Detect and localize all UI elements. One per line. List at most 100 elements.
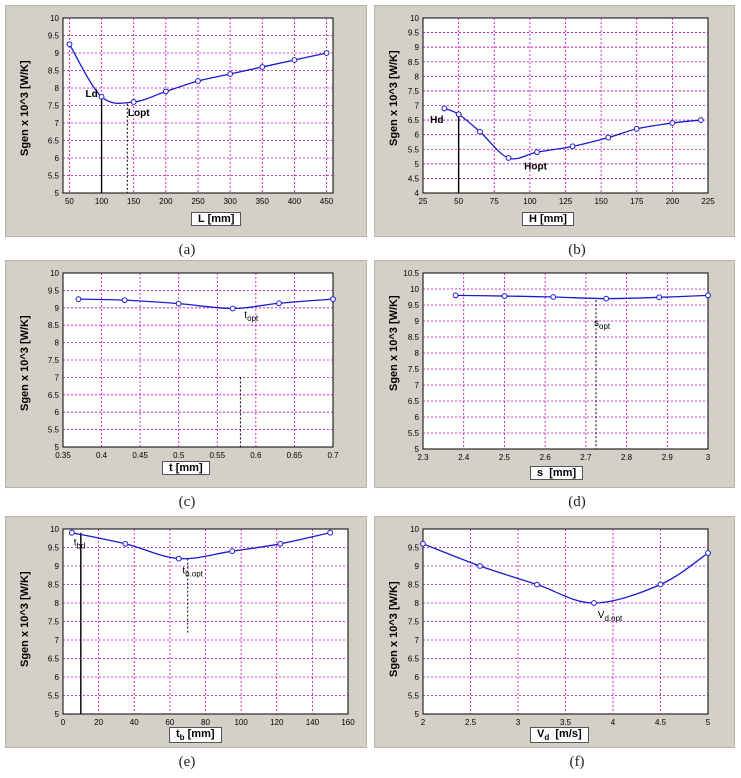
chart-panel-d: 2.3 2.4 2.5 2.6 2.7 2.8 2.9 3 5 5.5 6 6.5 7 7.5 8 8.5 9 9… bbox=[374, 260, 735, 488]
x-tick-label: 2.9 bbox=[662, 453, 674, 462]
y-tick-label: 7.5 bbox=[408, 87, 420, 96]
x-tick-label: 0.6 bbox=[250, 451, 262, 460]
annotation-label: Lopt bbox=[128, 108, 150, 119]
y-tick-label: 8 bbox=[55, 339, 60, 348]
x-tick-label: 175 bbox=[630, 197, 644, 206]
x-tick-label: 160 bbox=[341, 718, 355, 727]
x-tick-label: 200 bbox=[159, 197, 173, 206]
y-tick-label: 5 bbox=[55, 710, 60, 719]
y-tick-label: 10 bbox=[410, 285, 419, 294]
y-tick-label: 10 bbox=[410, 14, 419, 23]
x-tick-label: 0 bbox=[61, 718, 66, 727]
data-point bbox=[420, 540, 426, 547]
x-tick-label: 2 bbox=[421, 718, 426, 727]
x-tick-label: 0.35 bbox=[55, 451, 71, 460]
x-axis-label: H [mm] bbox=[522, 212, 574, 226]
y-tick-label: 7.5 bbox=[408, 618, 420, 627]
caption-c: (c) bbox=[178, 494, 196, 510]
y-axis-label: Sgen x 10^3 [W/K] bbox=[19, 60, 31, 156]
data-point bbox=[534, 581, 540, 588]
x-tick-label: 0.65 bbox=[287, 451, 303, 460]
data-point bbox=[569, 143, 576, 150]
y-tick-label: 6.5 bbox=[48, 655, 60, 664]
x-tick-label: 80 bbox=[201, 718, 210, 727]
x-tick-label: 3 bbox=[516, 718, 521, 727]
data-point bbox=[705, 292, 711, 299]
x-tick-label: 250 bbox=[191, 197, 205, 206]
y-tick-label: 8.5 bbox=[408, 333, 420, 342]
x-tick-label: 100 bbox=[95, 197, 109, 206]
x-tick-label: 3 bbox=[706, 453, 711, 462]
y-tick-label: 9 bbox=[415, 43, 420, 52]
y-tick-label: 9.5 bbox=[408, 301, 420, 310]
y-axis-label: Sgen x 10^3 [W/K] bbox=[388, 581, 400, 677]
data-point bbox=[505, 155, 512, 161]
x-tick-label: 5 bbox=[706, 718, 711, 727]
x-tick-label: 25 bbox=[419, 197, 428, 206]
x-tick-label: 150 bbox=[127, 197, 141, 206]
y-axis-label: Sgen x 10^3 [W/K] bbox=[388, 295, 400, 391]
caption-f: (f) bbox=[569, 754, 585, 770]
chart-svg-c: 0.35 0.4 0.45 0.5 0.55 0.6 0.65 0.7 5 5.5 6 6.5 7 7.5… bbox=[48, 269, 339, 460]
y-tick-label: 9 bbox=[415, 317, 420, 326]
y-tick-label: 5.5 bbox=[408, 145, 420, 154]
y-tick-label: 8 bbox=[415, 599, 420, 608]
plot-area bbox=[422, 272, 709, 450]
y-tick-label: 7 bbox=[55, 636, 60, 645]
y-tick-label: 5.5 bbox=[48, 426, 60, 435]
y-tick-label: 5.5 bbox=[408, 692, 420, 701]
y-tick-label: 7 bbox=[415, 381, 420, 390]
y-tick-label: 8.5 bbox=[48, 581, 60, 590]
annotation-label: Hopt bbox=[524, 162, 547, 173]
data-point bbox=[69, 529, 75, 536]
chart-svg-e: 0 20 40 60 80 100 120 140 160 5 5.5 6 6.5 7 7.5 8 8.5 9 9.… bbox=[48, 525, 355, 727]
y-tick-label: 6 bbox=[55, 154, 60, 163]
data-point bbox=[259, 64, 266, 70]
annotation-label: Vd.opt bbox=[598, 610, 623, 623]
y-tick-label: 7 bbox=[55, 373, 60, 382]
y-tick-label: 6 bbox=[415, 673, 420, 682]
y-tick-label: 10 bbox=[50, 525, 59, 534]
y-axis-label: Sgen x 10^3 [W/K] bbox=[19, 315, 31, 411]
y-tick-label: 6.5 bbox=[408, 655, 420, 664]
data-point bbox=[591, 600, 597, 606]
y-tick-label: 7.5 bbox=[48, 356, 60, 365]
chart-panel-e: 0 20 40 60 80 100 120 140 160 5 5.5 6 6.5 7 7.5 8 8.5 9 9.… bbox=[5, 516, 367, 748]
x-tick-label: 200 bbox=[666, 197, 680, 206]
x-tick-label: 2.5 bbox=[499, 453, 511, 462]
y-tick-label: 5.5 bbox=[48, 692, 60, 701]
y-tick-label: 7.5 bbox=[48, 618, 60, 627]
x-tick-label: 0.55 bbox=[209, 451, 225, 460]
data-point bbox=[656, 294, 663, 301]
y-tick-label: 9 bbox=[55, 304, 60, 313]
y-tick-label: 6 bbox=[55, 408, 60, 417]
x-tick-label: 75 bbox=[490, 197, 499, 206]
y-tick-label: 5.5 bbox=[48, 172, 60, 181]
chart-svg-a: 50 100 150 200 250 300 350 400 450 5 5.5 6 6.5 7 7.5 8 8… bbox=[48, 14, 334, 206]
data-point bbox=[227, 71, 234, 77]
y-tick-label: 6.5 bbox=[48, 137, 60, 146]
x-tick-label: 20 bbox=[94, 718, 103, 727]
y-tick-label: 7 bbox=[415, 636, 420, 645]
x-tick-label: 350 bbox=[256, 197, 270, 206]
data-point bbox=[175, 555, 182, 562]
x-tick-label: 3.5 bbox=[560, 718, 572, 727]
data-point bbox=[477, 563, 483, 569]
y-tick-label: 9.5 bbox=[408, 544, 420, 553]
x-tick-label: 120 bbox=[270, 718, 284, 727]
data-point bbox=[277, 540, 284, 547]
x-axis-label: L [mm] bbox=[191, 212, 242, 226]
x-axis-label: tb [mm] bbox=[169, 727, 222, 744]
y-axis-label: Sgen x 10^3 [W/K] bbox=[19, 571, 31, 667]
y-tick-label: 6.5 bbox=[48, 391, 60, 400]
x-tick-label: 4.5 bbox=[655, 718, 667, 727]
data-point bbox=[291, 57, 298, 63]
y-tick-label: 5 bbox=[55, 189, 60, 198]
x-tick-label: 2.7 bbox=[580, 453, 592, 462]
x-tick-label: 0.5 bbox=[173, 451, 185, 460]
series-line bbox=[422, 543, 709, 604]
data-point bbox=[441, 105, 448, 112]
data-point bbox=[657, 581, 664, 588]
series-line bbox=[444, 107, 701, 160]
chart-panel-f: 2 2.5 3 3.5 4 4.5 5 5 5.5 6 6.5 7 7.5 8 8.5 9 9.5 10 Vd.op… bbox=[374, 516, 735, 748]
